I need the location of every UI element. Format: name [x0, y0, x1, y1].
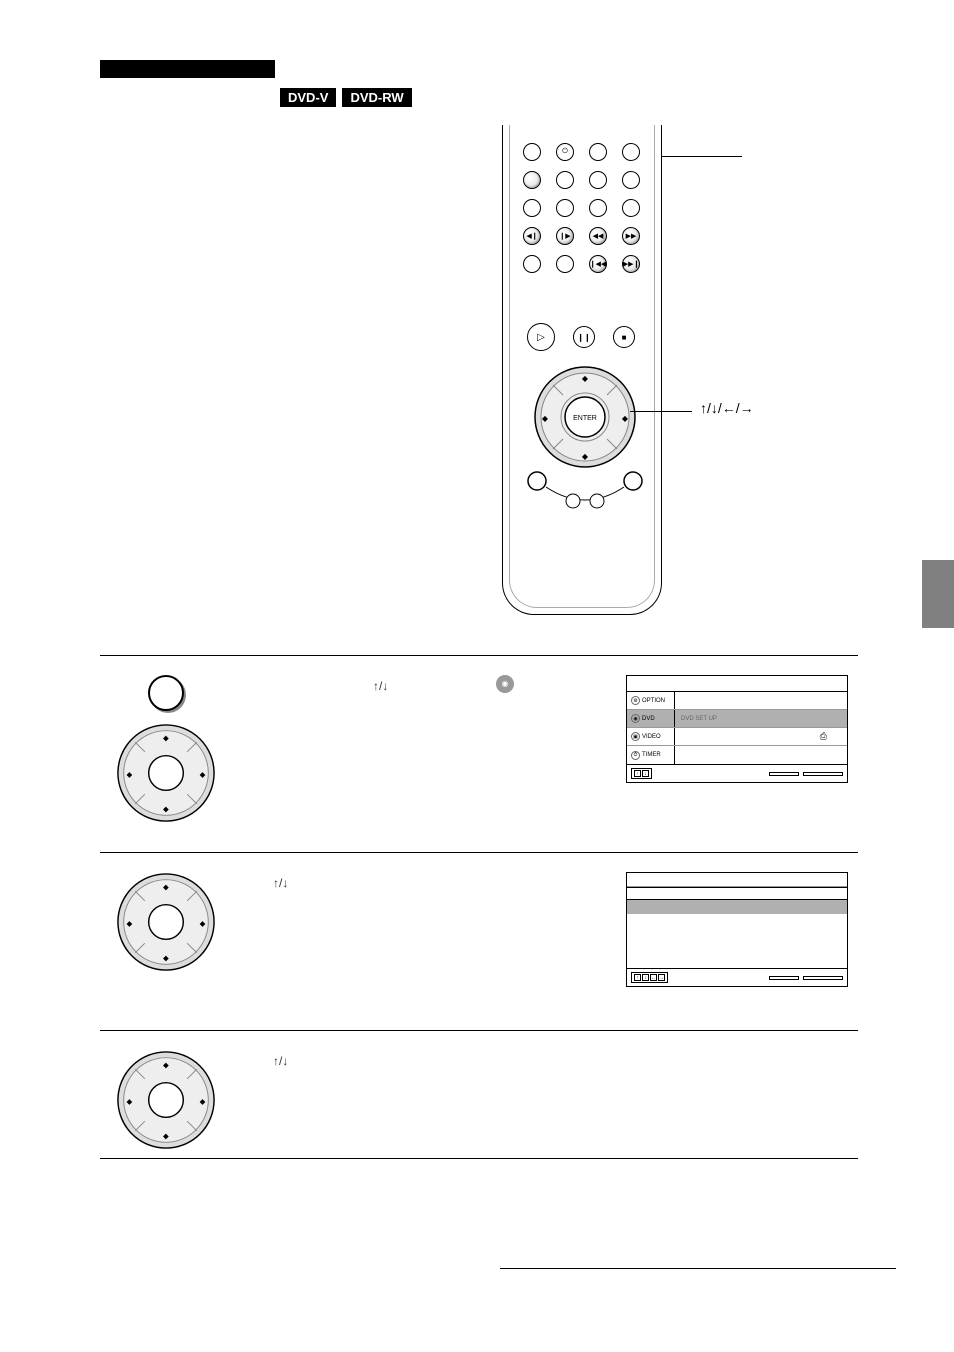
- sidebar-timer: TIMER: [642, 752, 661, 758]
- footer-keys: ↑↓: [631, 768, 652, 779]
- footer-end-2: [803, 976, 843, 980]
- remote-control-illustration: ⏻ ◀❙ ❙▶ ◀◀ ▶▶ ❙◀◀ ▶▶❙ ▷ ❙❙ ■ ◆ ◆ ◆: [502, 125, 662, 615]
- menu-screen-dvd-setup: ↑↓←→: [626, 872, 848, 987]
- setup-button-icon: [148, 675, 184, 711]
- dpad-icon: ◆ ◆ ◆ ◆: [116, 872, 216, 972]
- sidebar-video: VIDEO: [642, 734, 661, 740]
- play-button: ▷: [527, 323, 555, 351]
- page-footer-line: [500, 1268, 896, 1269]
- arrows-callout-line: [630, 411, 692, 412]
- svg-text:◆: ◆: [582, 452, 589, 461]
- dpad-icon: ◆ ◆ ◆ ◆: [116, 1050, 216, 1150]
- footer-set: [769, 772, 799, 776]
- stop-button: ■: [613, 326, 635, 348]
- svg-text:◆: ◆: [582, 374, 589, 383]
- disc-indicator-icon: ⎙: [820, 731, 827, 742]
- dpad-icon: ◆ ◆ ◆ ◆: [116, 723, 216, 823]
- footer-keys-2: ↑↓←→: [631, 972, 668, 983]
- next-button: ▶▶❙: [622, 255, 640, 273]
- menu-screen-setup: ⚙OPTION ◉DVD DVD SET UP ▣VIDEO ⎙ ⏱TIMER …: [626, 675, 848, 783]
- svg-text:◆: ◆: [542, 414, 549, 423]
- divider-3: [100, 1030, 858, 1031]
- badge-dvd-rw: DVD-RW: [342, 88, 411, 107]
- enter-label: ENTER: [573, 415, 597, 422]
- setup-callout-line: [662, 156, 742, 157]
- row-parental-control: [627, 900, 847, 914]
- section-header-bar: [100, 60, 275, 78]
- arrows-callout-label: ↑/↓/←/→: [700, 400, 754, 416]
- remote-button-grid: ⏻ ◀❙ ❙▶ ◀◀ ▶▶ ❙◀◀ ▶▶❙: [523, 143, 643, 273]
- footer-set-2: [769, 976, 799, 980]
- step-back-button: ◀❙: [523, 227, 541, 245]
- power-button: ⏻: [556, 143, 574, 161]
- sidebar-dvd: DVD: [642, 716, 655, 722]
- divider-2: [100, 852, 858, 853]
- step-1-text: ↑/↓ ◉: [236, 677, 586, 695]
- sidebar-option: OPTION: [642, 698, 665, 704]
- svg-text:◆: ◆: [622, 414, 629, 423]
- directional-pad: ◆ ◆ ◆ ◆ ENTER: [533, 365, 637, 469]
- badge-dvd-v: DVD-V: [280, 88, 336, 107]
- step-fwd-button: ❙▶: [556, 227, 574, 245]
- dvd-disc-icon: ◉: [496, 675, 514, 693]
- main-selected-label: DVD SET UP: [675, 710, 847, 727]
- row-language-set: [627, 914, 847, 928]
- prev-button: ❙◀◀: [589, 255, 607, 273]
- playback-row: ▷ ❙❙ ■: [527, 323, 635, 351]
- format-badges: DVD-V DVD-RW: [280, 88, 412, 107]
- ms2-title: [627, 873, 847, 887]
- pause-button: ❙❙: [573, 326, 595, 348]
- rewind-button: ◀◀: [589, 227, 607, 245]
- fastfwd-button: ▶▶: [622, 227, 640, 245]
- footer-end: [803, 772, 843, 776]
- divider-4: [100, 1158, 858, 1159]
- divider-1: [100, 655, 858, 656]
- page-side-tab: [922, 560, 954, 628]
